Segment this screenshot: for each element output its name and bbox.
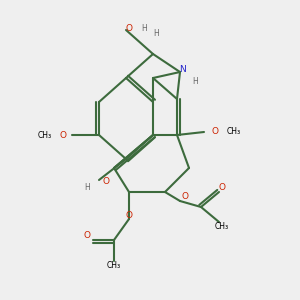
Text: CH₃: CH₃ — [215, 222, 229, 231]
Text: O: O — [181, 192, 188, 201]
Text: O: O — [102, 177, 109, 186]
Text: CH₃: CH₃ — [38, 130, 52, 140]
Text: O: O — [125, 24, 133, 33]
Text: N: N — [180, 64, 186, 74]
Text: CH₃: CH₃ — [107, 261, 121, 270]
Text: H: H — [84, 183, 90, 192]
Text: O: O — [59, 130, 67, 140]
Text: H: H — [192, 76, 198, 85]
Text: H: H — [153, 28, 159, 38]
Text: H: H — [141, 24, 147, 33]
Text: O: O — [212, 128, 218, 136]
Text: O: O — [218, 183, 226, 192]
Text: O: O — [83, 231, 91, 240]
Text: O: O — [125, 212, 133, 220]
Text: CH₃: CH₃ — [226, 128, 241, 136]
